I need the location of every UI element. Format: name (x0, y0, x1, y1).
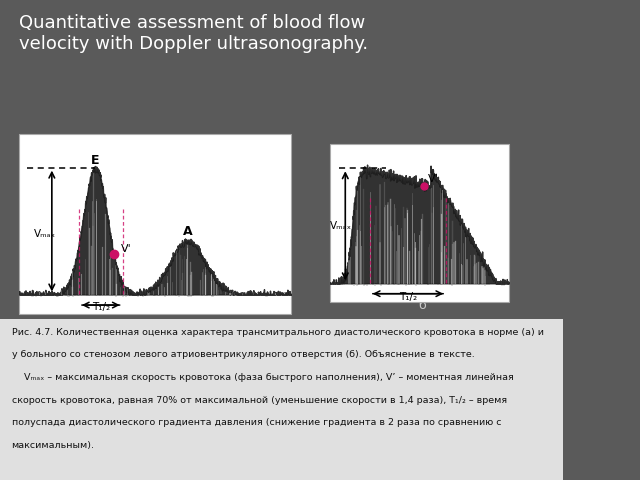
Text: полуспада диастолического градиента давления (снижение градиента в 2 раза по сра: полуспада диастолического градиента давл… (12, 418, 501, 427)
Text: Рис. 4.7. Количественная оценка характера трансмитрального диастолического крово: Рис. 4.7. Количественная оценка характер… (12, 328, 543, 337)
Text: Vₘₐₓ: Vₘₐₓ (330, 221, 352, 231)
Bar (0, 319, 563, 480)
Bar (330, 144, 509, 302)
Text: T₁/₂: T₁/₂ (92, 302, 110, 312)
Text: Vₘₐₓ: Vₘₐₓ (34, 228, 56, 239)
Text: E: E (91, 154, 100, 167)
Text: V': V' (428, 174, 439, 184)
Text: Quantitative assessment of blood flow
velocity with Doppler ultrasonography.: Quantitative assessment of blood flow ve… (19, 14, 369, 53)
Text: скорость кровотока, равная 70% от максимальной (уменьшение скорости в 1,4 раза),: скорость кровотока, равная 70% от максим… (12, 396, 507, 405)
Text: максимальным).: максимальным). (12, 441, 95, 450)
Text: у больного со стенозом левого атриовентрикулярного отверстия (б). Объяснение в т: у больного со стенозом левого атриовентр… (12, 350, 474, 360)
Text: A: A (183, 225, 193, 238)
Bar (19, 134, 291, 314)
Text: a: a (150, 299, 157, 312)
Text: Vₘₐₓ – максимальная скорость кровотока (фаза быстрого наполнения), V’ – моментна: Vₘₐₓ – максимальная скорость кровотока (… (12, 373, 513, 382)
Text: б: б (419, 299, 426, 312)
Text: V': V' (121, 244, 132, 254)
Text: T₁/₂: T₁/₂ (399, 292, 417, 301)
